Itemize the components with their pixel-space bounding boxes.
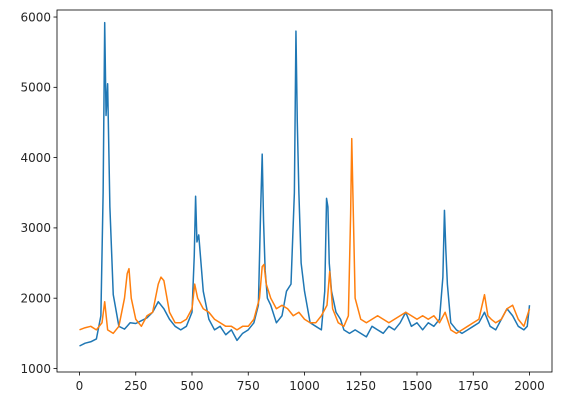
y-axis: 1000 2000 3000 4000 5000 6000 [20, 10, 57, 376]
x-tick-label: 0 [76, 379, 84, 393]
x-tick-label: 1250 [345, 379, 376, 393]
axes-frame [56, 9, 553, 373]
y-tick-label: 1000 [20, 362, 51, 376]
x-tick-label: 1750 [458, 379, 489, 393]
y-tick-label: 5000 [20, 81, 51, 95]
series-line-1 [79, 21, 531, 347]
y-tick-label: 6000 [20, 10, 51, 24]
y-tick-label: 3000 [20, 221, 51, 235]
x-tick-label: 500 [181, 379, 204, 393]
y-tick-label: 4000 [20, 151, 51, 165]
x-tick-label: 1000 [289, 379, 320, 393]
series-line-2 [79, 137, 531, 335]
x-tick-label: 750 [237, 379, 260, 393]
x-tick-label: 2000 [514, 379, 545, 393]
y-tick-label: 2000 [20, 291, 51, 305]
x-tick-label: 1500 [402, 379, 433, 393]
x-axis: 0 250 500 750 1000 1250 1500 1750 2000 [76, 372, 545, 393]
plot-area [79, 21, 531, 347]
x-tick-label: 250 [124, 379, 147, 393]
